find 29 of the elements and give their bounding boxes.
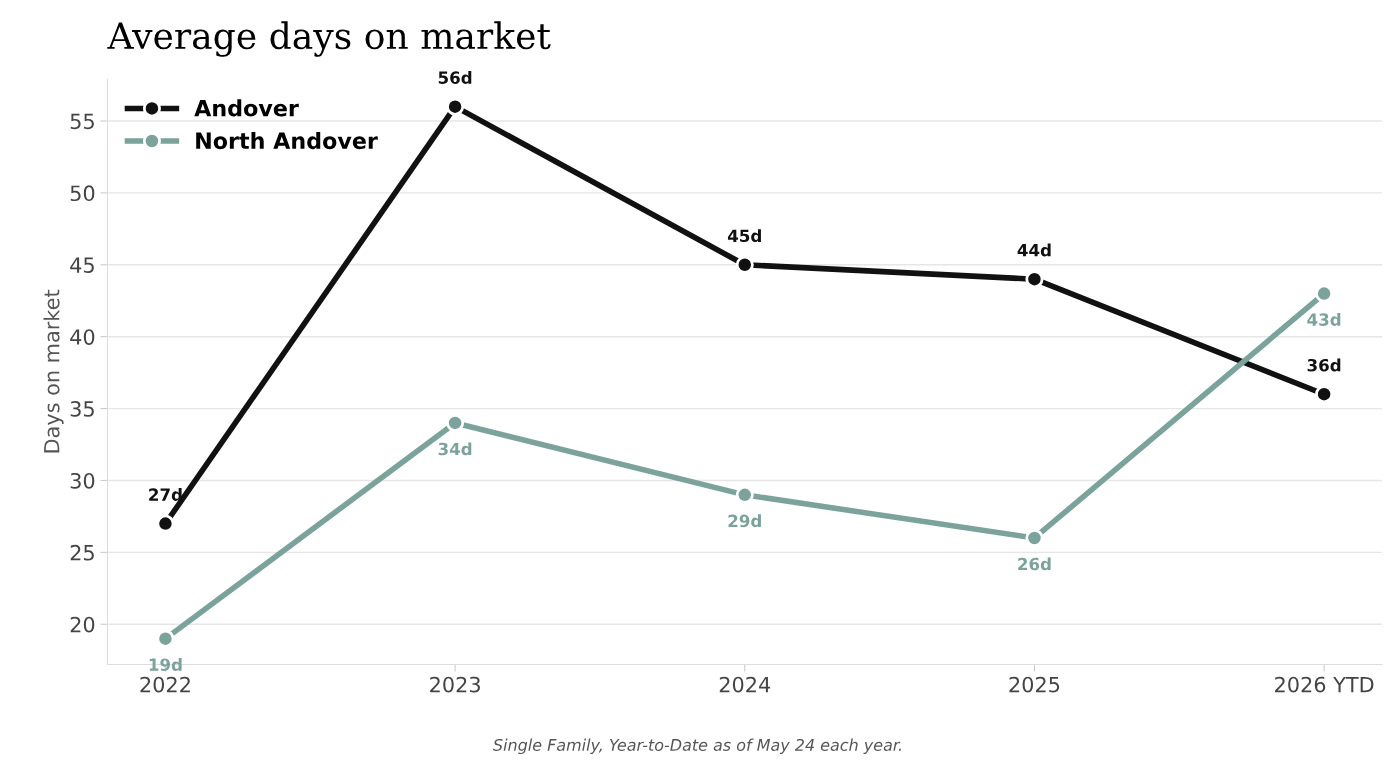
x-tick-label: 2024: [719, 676, 771, 693]
y-tick-label: 20: [70, 616, 95, 633]
data-label: 29d: [728, 514, 761, 528]
x-tick-label: 2026 YTD: [1275, 676, 1374, 693]
data-label: 56d: [438, 71, 472, 84]
chart-title: Average days on market: [107, 21, 551, 57]
y-tick-label: 25: [70, 544, 94, 561]
text: Single Family, Year-to-Date as of May 24 each year.: [493, 738, 901, 755]
y-tick-label: 30: [70, 472, 95, 489]
y-axis-title: Days on market: [43, 289, 64, 453]
data-label: 45d: [727, 229, 761, 243]
data-label: 27d: [149, 488, 182, 501]
x-tick-label: 2022: [140, 676, 190, 693]
data-label: 43d: [1307, 312, 1341, 326]
data-label: 36d: [1307, 358, 1341, 372]
data-label: 26d: [1018, 557, 1051, 571]
y-tick-label: 45: [70, 257, 94, 273]
y-tick-label: 50: [70, 185, 95, 202]
data-label: 34d: [438, 442, 472, 456]
legend-label: Andover: [194, 99, 299, 117]
y-tick-label: 40: [70, 329, 95, 345]
legend-label: North Andover: [196, 131, 378, 150]
y-tick-label: 35: [70, 401, 94, 417]
point: [1025, 528, 1044, 548]
x-tick-label: 2023: [430, 676, 480, 693]
y-tick-label: 55: [70, 113, 94, 130]
x-tick-label: 2025: [1009, 676, 1060, 693]
data-label: 19d: [149, 658, 182, 671]
data-label: 44d: [1017, 243, 1051, 257]
